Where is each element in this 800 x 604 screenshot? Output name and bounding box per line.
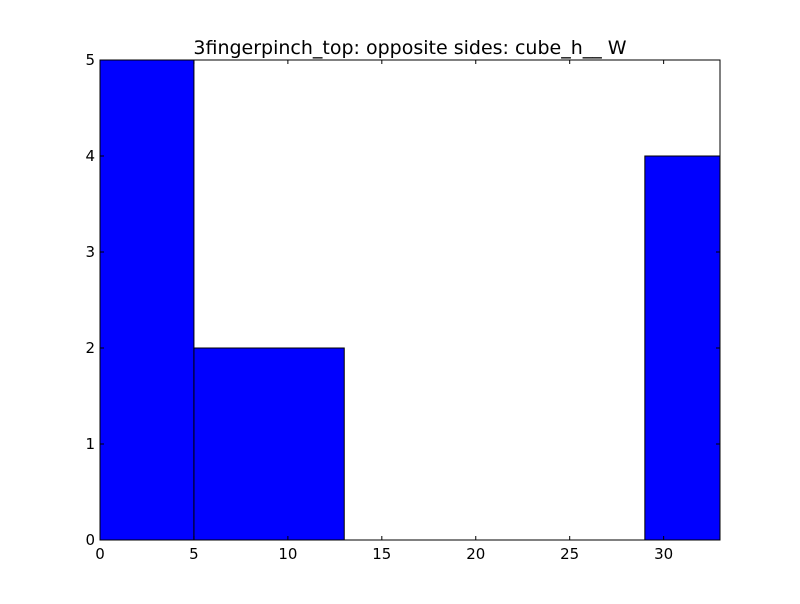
histogram-bar-0 bbox=[99, 59, 195, 541]
y-tick-label-1: 1 bbox=[85, 435, 95, 453]
x-tick-label-25: 25 bbox=[560, 545, 579, 563]
y-tick-label-5: 5 bbox=[85, 51, 95, 69]
histogram-bar-1 bbox=[193, 347, 345, 541]
bars-layer bbox=[99, 59, 721, 541]
x-tick-label-5: 5 bbox=[189, 545, 199, 563]
chart-title: 3fingerpinch_top: opposite sides: cube_h… bbox=[193, 37, 626, 59]
x-tick-label-10: 10 bbox=[278, 545, 297, 563]
x-tick-label-30: 30 bbox=[654, 545, 673, 563]
y-tick-label-2: 2 bbox=[85, 339, 95, 357]
plot-frame bbox=[99, 59, 721, 541]
y-tick-label-3: 3 bbox=[85, 243, 95, 261]
y-tick-label-4: 4 bbox=[85, 147, 95, 165]
x-tick-label-20: 20 bbox=[466, 545, 485, 563]
ticks-layer: 0 5 10 15 20 25 30 0 1 2 3 4 5 bbox=[85, 51, 720, 563]
y-tick-label-0: 0 bbox=[85, 531, 95, 549]
x-tick-label-15: 15 bbox=[372, 545, 391, 563]
x-tick-label-0: 0 bbox=[95, 545, 105, 563]
histogram-bar-2 bbox=[644, 155, 721, 541]
